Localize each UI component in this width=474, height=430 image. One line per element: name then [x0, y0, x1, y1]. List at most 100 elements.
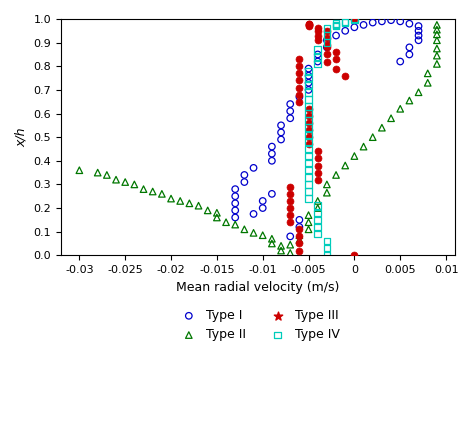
- Type II: [277, 243, 285, 249]
- Type III: [314, 176, 321, 183]
- Type I: [314, 51, 321, 58]
- Type II: [433, 37, 441, 44]
- Type III: [305, 23, 312, 30]
- Type I: [305, 86, 312, 93]
- Type IV: [305, 160, 312, 166]
- Type II: [305, 219, 312, 226]
- Type II: [433, 26, 441, 33]
- Type I: [259, 197, 266, 204]
- Type IV: [323, 252, 331, 259]
- Type IV: [305, 89, 312, 96]
- Type I: [305, 72, 312, 79]
- Type I: [296, 216, 303, 223]
- Type II: [222, 219, 230, 226]
- Type I: [305, 65, 312, 72]
- Type IV: [305, 68, 312, 74]
- X-axis label: Mean radial velocity (m/s): Mean radial velocity (m/s): [176, 281, 340, 294]
- Type IV: [351, 17, 358, 24]
- Type II: [332, 172, 340, 178]
- Type I: [231, 193, 239, 200]
- Type III: [351, 252, 358, 259]
- Type I: [396, 18, 404, 25]
- Type IV: [323, 25, 331, 32]
- Type IV: [305, 110, 312, 117]
- Type II: [406, 97, 413, 104]
- Type II: [433, 22, 441, 28]
- Type I: [296, 94, 303, 101]
- Type I: [415, 23, 422, 30]
- Type III: [314, 169, 321, 176]
- Type III: [286, 183, 294, 190]
- Type II: [396, 105, 404, 112]
- Type I: [286, 115, 294, 122]
- Type III: [323, 44, 331, 51]
- Type II: [415, 89, 422, 96]
- Type I: [323, 37, 331, 44]
- Type II: [323, 181, 331, 188]
- Type IV: [314, 209, 321, 216]
- Type I: [231, 186, 239, 193]
- Type I: [351, 24, 358, 31]
- Type I: [406, 20, 413, 27]
- Type II: [204, 207, 211, 214]
- Type I: [250, 211, 257, 218]
- Type II: [286, 249, 294, 256]
- Type II: [195, 202, 202, 209]
- Type I: [286, 101, 294, 108]
- Type IV: [323, 245, 331, 252]
- Type IV: [305, 167, 312, 174]
- Type II: [130, 181, 138, 188]
- Type III: [296, 77, 303, 84]
- Type III: [305, 126, 312, 133]
- Type III: [305, 134, 312, 141]
- Type I: [378, 18, 386, 25]
- Type II: [103, 172, 110, 178]
- Type I: [396, 58, 404, 65]
- Type I: [241, 178, 248, 185]
- Type III: [305, 22, 312, 28]
- Type II: [341, 162, 349, 169]
- Type IV: [314, 53, 321, 60]
- Type II: [158, 190, 165, 197]
- Type III: [305, 105, 312, 112]
- Type IV: [305, 103, 312, 110]
- Type IV: [305, 181, 312, 188]
- Type I: [231, 214, 239, 221]
- Type I: [277, 122, 285, 129]
- Type II: [277, 247, 285, 254]
- Type III: [296, 63, 303, 70]
- Type I: [250, 164, 257, 171]
- Type IV: [341, 18, 349, 25]
- Type III: [351, 15, 358, 22]
- Type IV: [323, 238, 331, 245]
- Type IV: [305, 96, 312, 103]
- Type II: [323, 189, 331, 196]
- Type III: [323, 58, 331, 65]
- Type IV: [332, 22, 340, 28]
- Type I: [286, 108, 294, 115]
- Type III: [286, 219, 294, 226]
- Type II: [424, 80, 431, 86]
- Type II: [231, 221, 239, 228]
- Type I: [323, 44, 331, 51]
- Type II: [296, 237, 303, 243]
- Type I: [415, 37, 422, 44]
- Type IV: [305, 174, 312, 181]
- Type III: [296, 233, 303, 240]
- Type I: [268, 190, 276, 197]
- Type IV: [341, 19, 349, 26]
- Type I: [305, 80, 312, 86]
- Type III: [323, 42, 331, 49]
- Type II: [250, 230, 257, 236]
- Type III: [332, 49, 340, 55]
- Type IV: [305, 124, 312, 131]
- Type IV: [305, 82, 312, 89]
- Type IV: [305, 75, 312, 82]
- Type III: [296, 240, 303, 247]
- Type III: [323, 51, 331, 58]
- Type II: [268, 240, 276, 247]
- Type II: [433, 45, 441, 52]
- Type I: [259, 205, 266, 212]
- Type III: [323, 28, 331, 34]
- Type IV: [351, 15, 358, 22]
